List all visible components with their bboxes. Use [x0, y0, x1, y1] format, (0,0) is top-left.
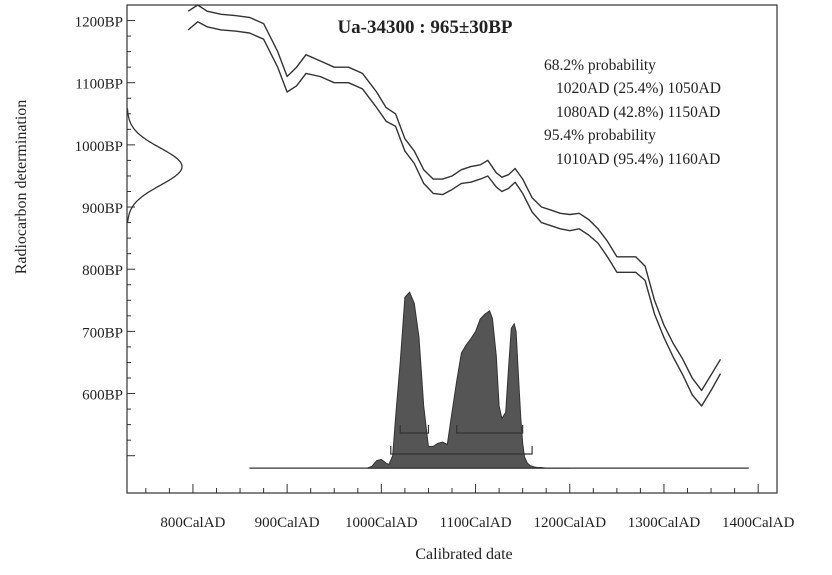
y-tick-label: 1100BP — [75, 77, 123, 93]
calibrated-distribution-area — [367, 291, 570, 469]
x-axis-label: Calibrated date — [415, 546, 512, 563]
x-tick-label: 900CalAD — [255, 515, 320, 531]
y-tick-label: 900BP — [82, 201, 123, 217]
axes-group: 800CalAD 900CalAD 1000CalAD 1100CalAD 1200Ca… — [75, 15, 795, 532]
range-68-bracket-2 — [456, 425, 524, 434]
annotation-line-1: 68.2% probability — [544, 57, 656, 74]
calibrated-distribution-group — [249, 291, 749, 469]
x-tick-label: 1400CalAD — [722, 515, 795, 531]
y-tick-label: 700BP — [82, 325, 123, 341]
calibration-curve-group — [187, 4, 722, 407]
range-95-bracket-1 — [390, 446, 533, 455]
y-axis-label: Radiocarbon determination — [13, 100, 30, 275]
x-tick-label: 1100CalAD — [440, 515, 512, 531]
y-tick-label: 600BP — [82, 388, 123, 404]
x-tick-label: 1200CalAD — [534, 515, 607, 531]
y-tick-label: 1200BP — [75, 15, 123, 31]
annotation-line-5: 1010AD (95.4%) 1160AD — [556, 151, 720, 168]
x-tick-label: 800CalAD — [160, 515, 225, 531]
annotation-line-3: 1080AD (42.8%) 1150AD — [556, 104, 720, 121]
annotation-line-2: 1020AD (25.4%) 1050AD — [556, 80, 721, 97]
y-tick-label: 1000BP — [75, 139, 123, 155]
chart-title: Ua-34300 : 965±30BP — [337, 17, 512, 38]
calibration-curve-lower — [187, 21, 722, 407]
annotation-line-4: 95.4% probability — [544, 127, 656, 144]
radiocarbon-distribution-group — [126, 108, 183, 223]
probability-ranges-group — [390, 425, 533, 455]
calibration-curve-upper — [187, 4, 722, 392]
radiocarbon-distribution-curve — [126, 108, 183, 223]
x-tick-label: 1000CalAD — [345, 515, 418, 531]
range-68-bracket-1 — [399, 425, 430, 434]
x-tick-label: 1300CalAD — [628, 515, 701, 531]
y-tick-label: 800BP — [82, 263, 123, 279]
